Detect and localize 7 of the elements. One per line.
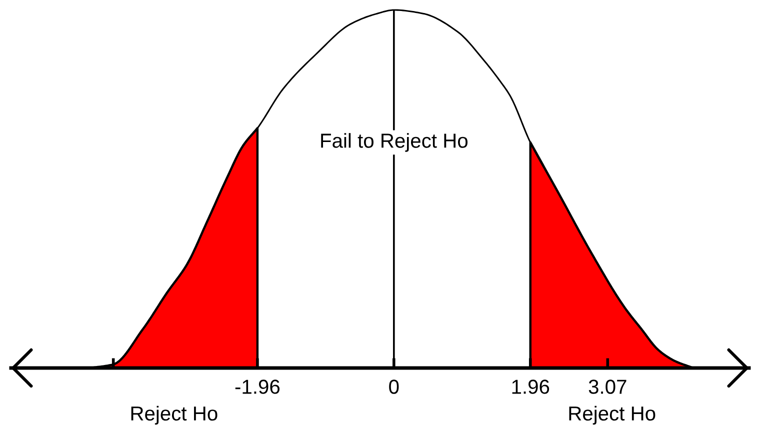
text: Reject Ho bbox=[569, 406, 656, 425]
x-tick-label: 3.07 bbox=[588, 380, 626, 394]
x-tick-label: 1.96 bbox=[512, 380, 550, 394]
annotation: Fail to Reject Ho bbox=[321, 133, 468, 152]
x-tick-label: 0 bbox=[389, 380, 399, 394]
text: Reject Ho bbox=[131, 406, 218, 425]
x-tick-label: -1.96 bbox=[235, 380, 280, 394]
